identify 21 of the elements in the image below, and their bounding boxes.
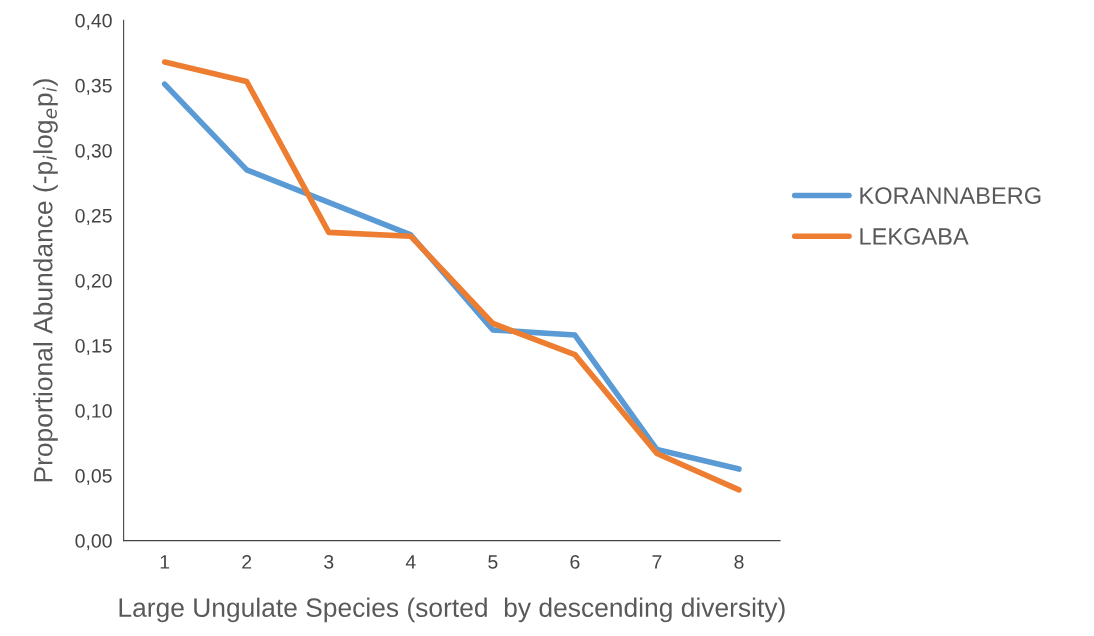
x-tick-label: 3: [324, 555, 334, 569]
x-tick-label: 8: [734, 555, 744, 569]
x-tick-label: 2: [242, 555, 252, 569]
x-tick-label: 4: [405, 555, 416, 569]
legend-label: KORANNABERG: [860, 187, 1041, 204]
y-tick-label: 0,05: [75, 469, 112, 486]
y-tick-label: 0,30: [75, 143, 112, 160]
y-tick-label: 0,10: [75, 404, 112, 421]
y-axis-title: Proportional Abundance (-p$_{i}$log$_{e}$p$_{i}$): [33, 79, 58, 482]
y-tick-label: 0,00: [75, 534, 112, 551]
y-tick-label: 0,35: [75, 78, 112, 95]
x-tick-label: 1: [160, 555, 170, 569]
y-tick-label: 0,40: [75, 13, 112, 30]
legend-label: LEKGABA: [860, 228, 969, 245]
x-tick-label: 5: [488, 555, 498, 569]
x-tick-label: 7: [652, 555, 662, 569]
y-tick-label: 0,15: [75, 338, 112, 356]
y-tick-label: 0,25: [75, 208, 112, 225]
x-axis-title: Large Ungulate Species (sorted by descending diversity): [119, 597, 785, 623]
x-tick-label: 6: [570, 555, 580, 569]
y-tick-label: 0,20: [75, 273, 112, 291]
